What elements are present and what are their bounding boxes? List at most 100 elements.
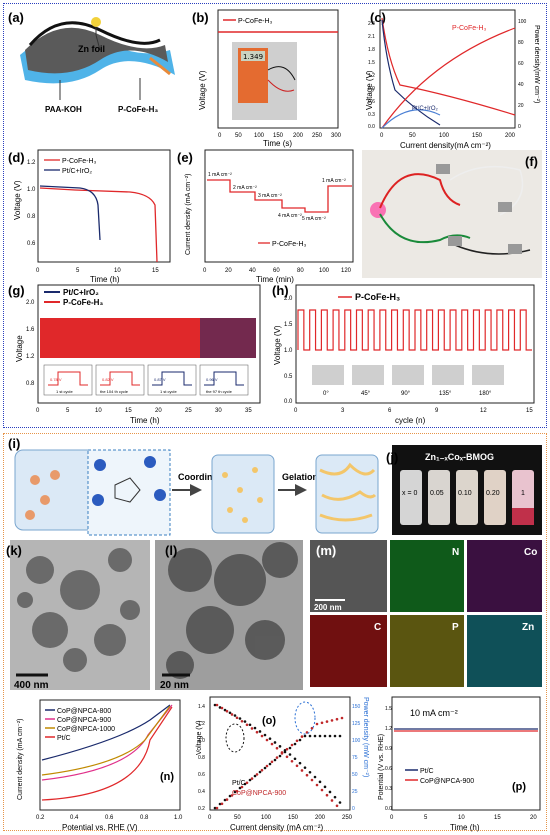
xlabel-n: Potential vs. RHE (V) xyxy=(62,823,138,832)
o-marker xyxy=(328,790,332,794)
xtick-d-1: 5 xyxy=(76,268,80,274)
o-marker xyxy=(285,747,289,751)
meter-reading: 1.349 xyxy=(243,53,263,61)
vial-label-4: 0.20 xyxy=(486,490,500,497)
o-marker xyxy=(288,753,292,756)
xtick-c-4: 200 xyxy=(505,133,516,139)
o-marker xyxy=(300,769,304,772)
o-marker xyxy=(263,733,267,737)
ytick-g-0: 0.8 xyxy=(26,381,35,387)
o-marker xyxy=(223,798,227,802)
y2label-o: Power density (mW cm⁻²) xyxy=(362,697,369,777)
o-marker xyxy=(248,723,252,727)
p-series-2: CoP@NPCA-900 xyxy=(420,778,474,785)
plot-frame-c xyxy=(379,9,516,129)
o-marker xyxy=(258,770,262,774)
y2tick-c-1: 20 xyxy=(518,103,524,109)
ytick-d-2: 1.0 xyxy=(27,187,36,193)
ytick-c-5: 1.5 xyxy=(368,60,375,66)
y2tick-o-6: 150 xyxy=(352,704,361,710)
ytick-p-0: 0.0 xyxy=(385,806,392,812)
o-marker xyxy=(273,758,277,762)
ytick-o-5: 1.2 xyxy=(198,721,205,727)
ytick-c-8: 2.4 xyxy=(368,21,375,27)
xtick-g-1: 5 xyxy=(66,408,70,414)
xtick-c-0: 0 xyxy=(380,133,384,139)
xtick-d-3: 15 xyxy=(152,268,159,274)
m-map-zn xyxy=(467,615,542,687)
panel-g: (g) Pt/C+IrO₂ P-CoFe-H₃ 0.78 V 1 st cycl… xyxy=(8,283,261,425)
paa-koh-label: PAA-KOH xyxy=(45,105,82,114)
panel-h-label: (h) xyxy=(272,283,289,298)
yticks-g: 0.8 1.2 1.6 2.0 xyxy=(26,300,35,387)
plot-frame-g xyxy=(37,284,261,404)
xtick-e-6: 120 xyxy=(341,268,352,274)
j-title: Zn₁₋ₓCoₓ-BMOG xyxy=(425,452,494,462)
xtick-h-2: 6 xyxy=(388,408,392,414)
ytick-c-1: 0.3 xyxy=(368,112,375,118)
ytick-o-4: 1.0 xyxy=(198,738,205,744)
green-wire xyxy=(379,213,471,244)
h-angle-5: 180° xyxy=(479,391,492,397)
ylabel-p: Potential (V vs. RHE) xyxy=(378,734,385,800)
p-note: 10 mA cm⁻² xyxy=(410,708,458,718)
g-inset-gap-2: 0.82 V xyxy=(102,377,114,382)
o-marker xyxy=(265,738,269,742)
o-marker xyxy=(240,719,244,723)
vial-label-5: 1 xyxy=(521,490,525,497)
yticks-c: 0.0 0.3 0.6 0.9 1.2 1.5 1.8 2.1 2.4 xyxy=(368,21,375,130)
step-gelation: Gelation xyxy=(282,472,318,482)
o-marker xyxy=(245,723,249,727)
xtick-d-2: 10 xyxy=(114,268,121,274)
molecule-clusters xyxy=(25,470,60,520)
xtick-g-7: 35 xyxy=(245,408,252,414)
o-marker xyxy=(333,795,337,799)
xtick-g-4: 20 xyxy=(155,408,162,414)
o-marker xyxy=(225,709,229,713)
ytick-h-2: 1.0 xyxy=(284,348,293,354)
ytick-p-2: 0.6 xyxy=(385,766,392,772)
o-marker xyxy=(303,766,307,769)
y2tick-c-4: 80 xyxy=(518,40,524,46)
o-marker xyxy=(293,757,297,761)
ytick-h-4: 2.0 xyxy=(284,296,293,302)
g-inset-4 xyxy=(199,364,249,396)
clip-3 xyxy=(448,236,462,246)
o-marker xyxy=(270,760,274,764)
h-photo-1 xyxy=(312,365,344,385)
y2ticks-o: 0 25 50 75 100 125 150 xyxy=(352,704,361,812)
o-marker xyxy=(325,793,329,797)
c-power-ptc xyxy=(381,109,441,129)
o-marker xyxy=(325,720,329,723)
ytick-c-4: 1.2 xyxy=(368,73,375,79)
xtick-n-4: 1.0 xyxy=(174,815,183,821)
ytick-p-4: 1.2 xyxy=(385,726,392,732)
xtick-o-1: 50 xyxy=(234,815,241,821)
xtick-g-0: 0 xyxy=(36,408,40,414)
ytick-p-3: 0.9 xyxy=(385,746,392,752)
metal-ion-4 xyxy=(92,494,104,506)
o-marker xyxy=(238,786,242,790)
o-marker xyxy=(260,768,264,772)
o-marker xyxy=(258,730,262,733)
xtick-g-3: 15 xyxy=(125,408,132,414)
e-step-1: 1 mA cm⁻² xyxy=(208,172,232,178)
k-scale: 400 nm xyxy=(14,680,49,691)
panel-b: (b) P-CoFe-H₃ 1.349 Voltage (V) Time (s)… xyxy=(192,9,342,148)
led-glow xyxy=(370,202,386,218)
h-bend-photos: 0° 45° 90° 135° 180° xyxy=(312,365,504,397)
o-marker xyxy=(298,738,302,742)
ylabel-h: Voltage (V) xyxy=(273,325,282,365)
xlabel-d: Time (h) xyxy=(90,275,120,284)
o-marker xyxy=(230,794,234,797)
plot-frame-b xyxy=(217,9,339,129)
xtick-n-2: 0.6 xyxy=(105,815,114,821)
vial-label-1: x = 0 xyxy=(402,490,417,497)
xtick-g-6: 30 xyxy=(215,408,222,414)
o-marker xyxy=(243,720,247,723)
panel-k: (k) 400 nm xyxy=(6,540,150,691)
n-curve-1000 xyxy=(41,705,171,776)
vial-label-3: 0.10 xyxy=(458,490,472,497)
e-legend: P-CoFe-H₃ xyxy=(272,241,307,248)
step-coordination: Coordination xyxy=(178,472,234,482)
